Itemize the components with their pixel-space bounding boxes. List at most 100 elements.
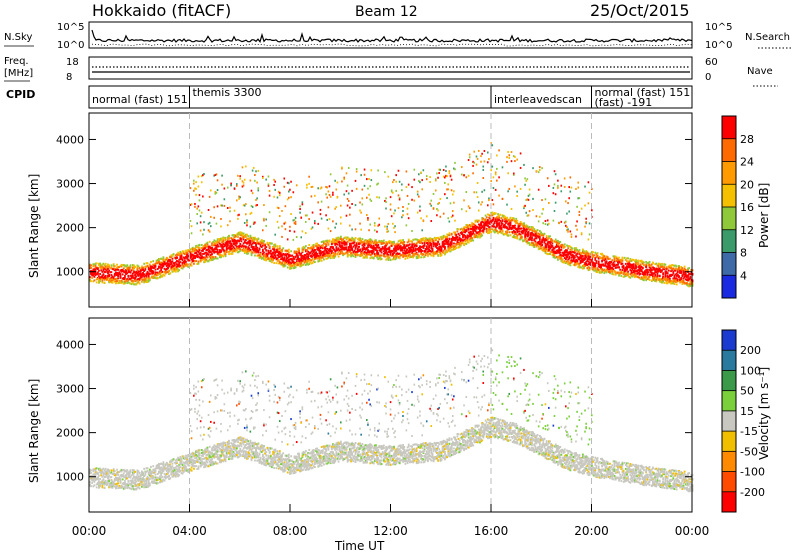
- power-cell: [103, 270, 106, 273]
- power-cell: [126, 264, 129, 267]
- power-cell: [524, 204, 526, 207]
- date-title: 25/Oct/2015: [590, 1, 690, 20]
- power-cell: [609, 272, 611, 275]
- power-cell: [458, 246, 461, 249]
- power-cell: [207, 260, 210, 263]
- power-cell: [603, 257, 606, 260]
- power-cell: [552, 219, 555, 222]
- power-cell: [534, 237, 537, 240]
- power-cell: [261, 252, 264, 255]
- power-cell: [595, 256, 598, 259]
- power-cell: [543, 241, 546, 244]
- power-cell: [141, 273, 143, 276]
- power-cell: [247, 241, 250, 244]
- power-cell: [482, 229, 485, 232]
- power-cell: [121, 269, 124, 272]
- power-cell: [356, 241, 359, 244]
- power-cell: [404, 247, 407, 250]
- power-cell: [457, 243, 460, 246]
- power-cell: [615, 256, 618, 259]
- power-cell: [606, 269, 609, 272]
- power-cell: [276, 259, 279, 262]
- power-cell: [534, 240, 537, 243]
- power-cell: [464, 231, 467, 234]
- power-cell: [559, 248, 562, 251]
- power-cell: [102, 276, 105, 279]
- power-cell: [612, 265, 615, 268]
- power-cell: [343, 237, 346, 240]
- power-cell: [177, 269, 179, 272]
- power-cell: [152, 272, 155, 275]
- power-cell: [298, 247, 300, 250]
- power-cell: [206, 253, 209, 256]
- power-cell: [229, 244, 231, 247]
- power-cell: [170, 268, 173, 271]
- power-cell: [360, 252, 363, 255]
- power-cell: [552, 247, 555, 250]
- power-cell: [223, 236, 226, 239]
- power-cell: [393, 178, 395, 181]
- power-cell: [196, 256, 199, 259]
- power-cell: [345, 241, 348, 244]
- power-cell: [341, 240, 343, 243]
- power-cell: [131, 281, 134, 284]
- power-cell: [346, 253, 349, 256]
- power-cell: [96, 278, 99, 281]
- power-cell: [205, 253, 208, 256]
- power-cell: [464, 229, 467, 232]
- power-cell: [470, 227, 472, 230]
- power-cell: [609, 262, 611, 265]
- power-cell: [453, 246, 455, 249]
- power-cell: [555, 244, 558, 247]
- power-cell: [274, 251, 277, 254]
- power-cell: [587, 181, 590, 184]
- power-cell: [627, 263, 629, 266]
- power-cell: [462, 228, 464, 231]
- power-cell: [150, 267, 152, 270]
- power-cell: [548, 184, 550, 187]
- power-cell: [332, 193, 334, 196]
- power-cell: [208, 221, 211, 224]
- power-cell: [119, 274, 122, 277]
- power-cell: [475, 155, 478, 158]
- power-cell: [594, 251, 597, 254]
- power-cell: [406, 252, 409, 255]
- power-cell: [522, 224, 524, 227]
- power-cell: [299, 258, 302, 261]
- power-cell: [605, 260, 608, 263]
- power-cell: [571, 254, 574, 257]
- power-cell: [612, 268, 615, 271]
- power-cell: [318, 250, 321, 253]
- power-cell: [146, 264, 149, 267]
- power-cell: [500, 226, 503, 229]
- power-cell: [601, 260, 603, 263]
- power-cell: [347, 254, 350, 257]
- power-cell: [248, 247, 251, 250]
- power-cell: [466, 236, 469, 239]
- power-cell: [126, 272, 129, 275]
- power-cell: [272, 251, 274, 254]
- power-cell: [561, 243, 564, 246]
- power-cell: [570, 256, 573, 259]
- power-cell: [134, 265, 137, 268]
- power-cell: [364, 256, 367, 259]
- power-cell: [502, 215, 505, 218]
- power-cell: [190, 264, 193, 267]
- power-cell: [199, 254, 202, 257]
- power-cell: [438, 247, 441, 250]
- power-cell: [507, 234, 510, 237]
- power-cell: [128, 282, 131, 285]
- power-cell: [585, 221, 587, 224]
- power-cell: [380, 241, 383, 244]
- power-cell: [323, 258, 325, 261]
- power-cell: [170, 262, 173, 265]
- power-cell: [511, 227, 514, 230]
- power-cell: [157, 266, 160, 269]
- power-cell: [370, 246, 373, 249]
- power-cell: [449, 242, 452, 245]
- power-cell: [301, 203, 304, 206]
- power-cell: [139, 276, 142, 279]
- power-cell: [91, 272, 94, 275]
- power-cell: [90, 264, 92, 267]
- power-cell: [189, 263, 192, 266]
